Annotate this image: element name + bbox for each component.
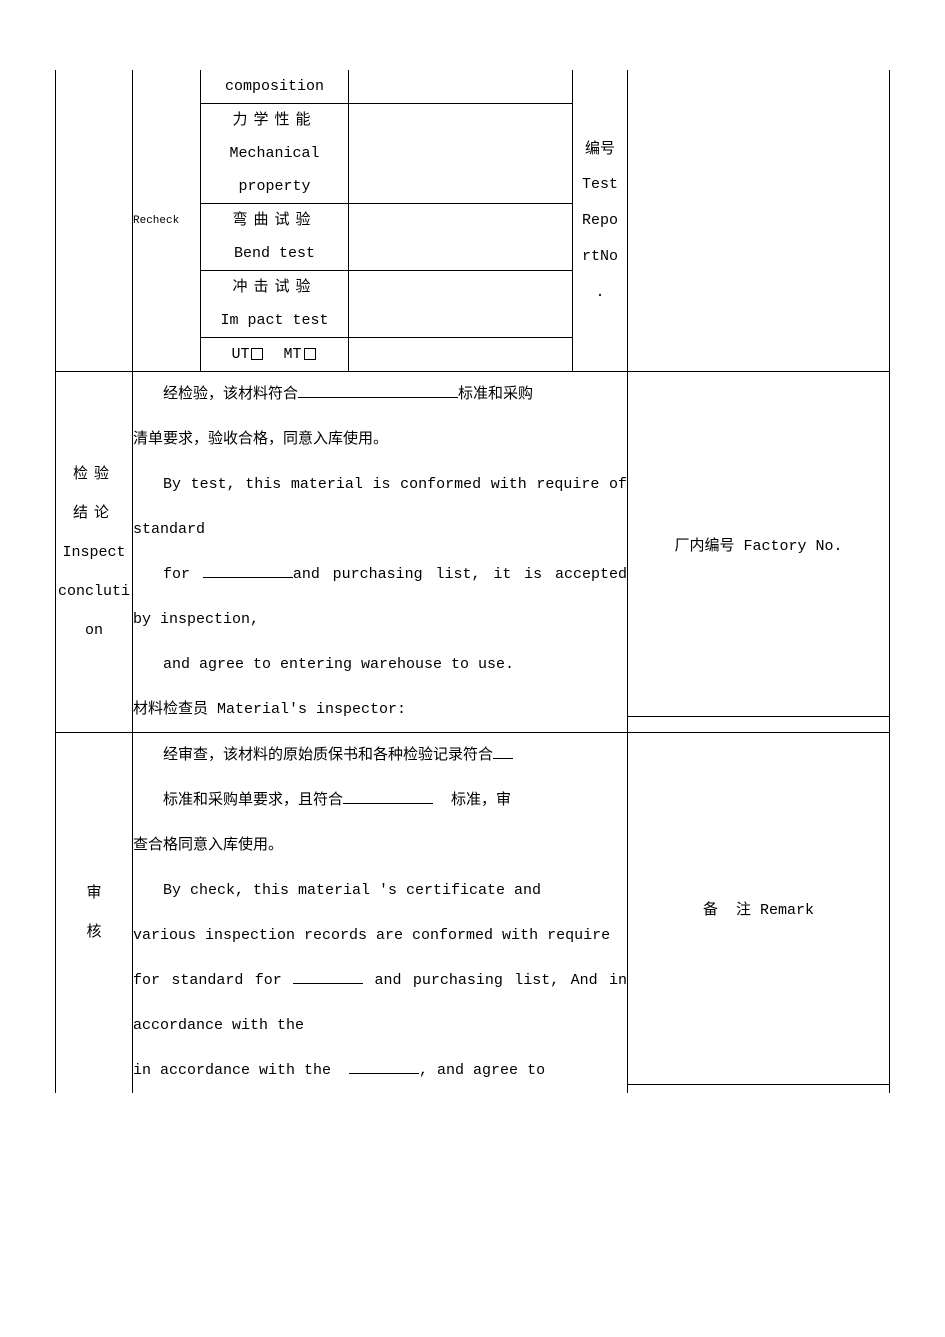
conc-cn-1: 经检验，该材料符合 bbox=[163, 386, 298, 403]
review-line-2: 标准和采购单要求，且符合 标准，审 bbox=[133, 778, 627, 823]
bend-cell: 弯曲试验 Bend test bbox=[201, 204, 349, 271]
rev-blank-2[interactable] bbox=[293, 969, 363, 984]
report-no-en-3: rtNo bbox=[573, 239, 627, 275]
mt-checkbox[interactable] bbox=[304, 348, 316, 360]
review-body: 经审查，该材料的原始质保书和各种检验记录符合 标准和采购单要求，且符合 标准，审… bbox=[133, 733, 628, 1094]
remark-cn-2: 注 bbox=[736, 902, 751, 919]
review-line-3d: in accordance with the , and agree to bbox=[133, 1048, 627, 1093]
review-line-2b: 查合格同意入库使用。 bbox=[133, 823, 627, 868]
mechanical-en-1: Mechanical bbox=[201, 137, 348, 170]
conc-en-2: for bbox=[163, 566, 190, 583]
ut-label: UT bbox=[231, 346, 249, 363]
conc-en-4: and agree to entering warehouse to use. bbox=[163, 656, 514, 673]
rev-en-3: , and agree to bbox=[419, 1062, 545, 1079]
remark-cn-1: 备 bbox=[703, 902, 736, 919]
mt-label: MT bbox=[284, 346, 302, 363]
impact-en: Im pact test bbox=[201, 304, 348, 337]
review-cn-1: 审 bbox=[56, 874, 132, 913]
composition-cell: composition bbox=[201, 70, 349, 104]
report-no-cn: 编号 bbox=[573, 131, 627, 167]
report-no-en-1: Test bbox=[573, 167, 627, 203]
mechanical-en-2: property bbox=[201, 170, 348, 203]
mechanical-cell: 力学性能 Mechanical property bbox=[201, 104, 349, 204]
conclusion-cn-1: 检验 bbox=[56, 455, 132, 494]
conclusion-cn-2: 结论 bbox=[56, 494, 132, 533]
conclusion-line-2: By test, this material is conformed with… bbox=[133, 462, 627, 552]
factory-no-label: 厂内编号 Factory No. bbox=[674, 538, 842, 555]
rev-blank-3[interactable] bbox=[349, 1059, 419, 1074]
conclusion-en-3: on bbox=[56, 611, 132, 650]
conclusion-line-4: and agree to entering warehouse to use. bbox=[133, 642, 627, 687]
inspector-label: 材料检查员 Material's inspector: bbox=[133, 701, 406, 718]
review-cn-2: 核 bbox=[56, 913, 132, 952]
review-line-1: 经审查，该材料的原始质保书和各种检验记录符合 bbox=[133, 733, 627, 778]
rev-en-1a: By check, this material 's certificate a… bbox=[163, 882, 541, 899]
rev-blank-1[interactable] bbox=[343, 789, 433, 804]
report-no-value bbox=[628, 70, 890, 372]
report-no-cell: 编号 Test Repo rtNo . bbox=[573, 70, 628, 372]
report-no-en-4: . bbox=[573, 275, 627, 311]
conclusion-en-1: Inspect bbox=[56, 533, 132, 572]
mechanical-value bbox=[349, 104, 573, 204]
conc-blank-1[interactable] bbox=[298, 383, 458, 398]
recheck-label-cell: Recheck bbox=[133, 70, 201, 372]
rev-en-2a: and purchasing list, And in accordance w… bbox=[133, 972, 627, 1034]
rev-cn-3a: 标准，审 bbox=[451, 792, 511, 809]
conclusion-line-3: for and purchasing list, it is accepted … bbox=[133, 552, 627, 642]
composition-value bbox=[349, 70, 573, 104]
bend-cn: 弯曲试验 bbox=[201, 204, 348, 237]
utmt-value bbox=[349, 338, 573, 372]
review-line-3b: various inspection records are conformed… bbox=[133, 913, 627, 958]
conclusion-body: 经检验，该材料符合 标准和采购 清单要求，验收合格，同意入库使用。 By test… bbox=[133, 372, 628, 733]
conc-cn-2a: 标准和采购 bbox=[458, 386, 533, 403]
conclusion-inspector: 材料检查员 Material's inspector: bbox=[133, 687, 627, 732]
remark-value bbox=[628, 1085, 890, 1093]
impact-cell: 冲击试验 Im pact test bbox=[201, 271, 349, 338]
rev-cn-2: 标准和采购单要求，且符合 bbox=[163, 792, 343, 809]
conclusion-line-1b: 清单要求，验收合格，同意入库使用。 bbox=[133, 417, 627, 462]
conclusion-header: 检验 结论 Inspect concluti on bbox=[56, 372, 133, 733]
conclusion-en-2: concluti bbox=[56, 572, 132, 611]
report-no-en-2: Repo bbox=[573, 203, 627, 239]
utmt-cell: UT MT bbox=[201, 338, 349, 372]
rev-cn-1: 经审查，该材料的原始质保书和各种检验记录符合 bbox=[163, 747, 493, 764]
recheck-left-blank bbox=[56, 70, 133, 372]
review-line-3: By check, this material 's certificate a… bbox=[133, 868, 627, 913]
recheck-label: Recheck bbox=[133, 215, 179, 227]
factory-no-value bbox=[628, 717, 890, 733]
mechanical-cn: 力学性能 bbox=[201, 104, 348, 137]
remark-header: 备注 Remark bbox=[628, 733, 890, 1085]
bend-value bbox=[349, 204, 573, 271]
review-header: 审 核 bbox=[56, 733, 133, 1094]
remark-en: Remark bbox=[760, 902, 814, 919]
conclusion-line-1: 经检验，该材料符合 标准和采购 bbox=[133, 372, 627, 417]
factory-no-header: 厂内编号 Factory No. bbox=[628, 372, 890, 717]
rev-blank-0[interactable] bbox=[493, 744, 513, 759]
conc-en-1: By test, this material is conformed with… bbox=[133, 476, 627, 538]
impact-value bbox=[349, 271, 573, 338]
review-line-3c: for standard for and purchasing list, An… bbox=[133, 958, 627, 1048]
conc-blank-2[interactable] bbox=[203, 563, 293, 578]
bend-en: Bend test bbox=[201, 237, 348, 270]
ut-checkbox[interactable] bbox=[251, 348, 263, 360]
composition-en: composition bbox=[201, 70, 348, 103]
impact-cn: 冲击试验 bbox=[201, 271, 348, 304]
inspection-table: Recheck composition 编号 Test Repo rtNo . … bbox=[55, 70, 890, 1093]
